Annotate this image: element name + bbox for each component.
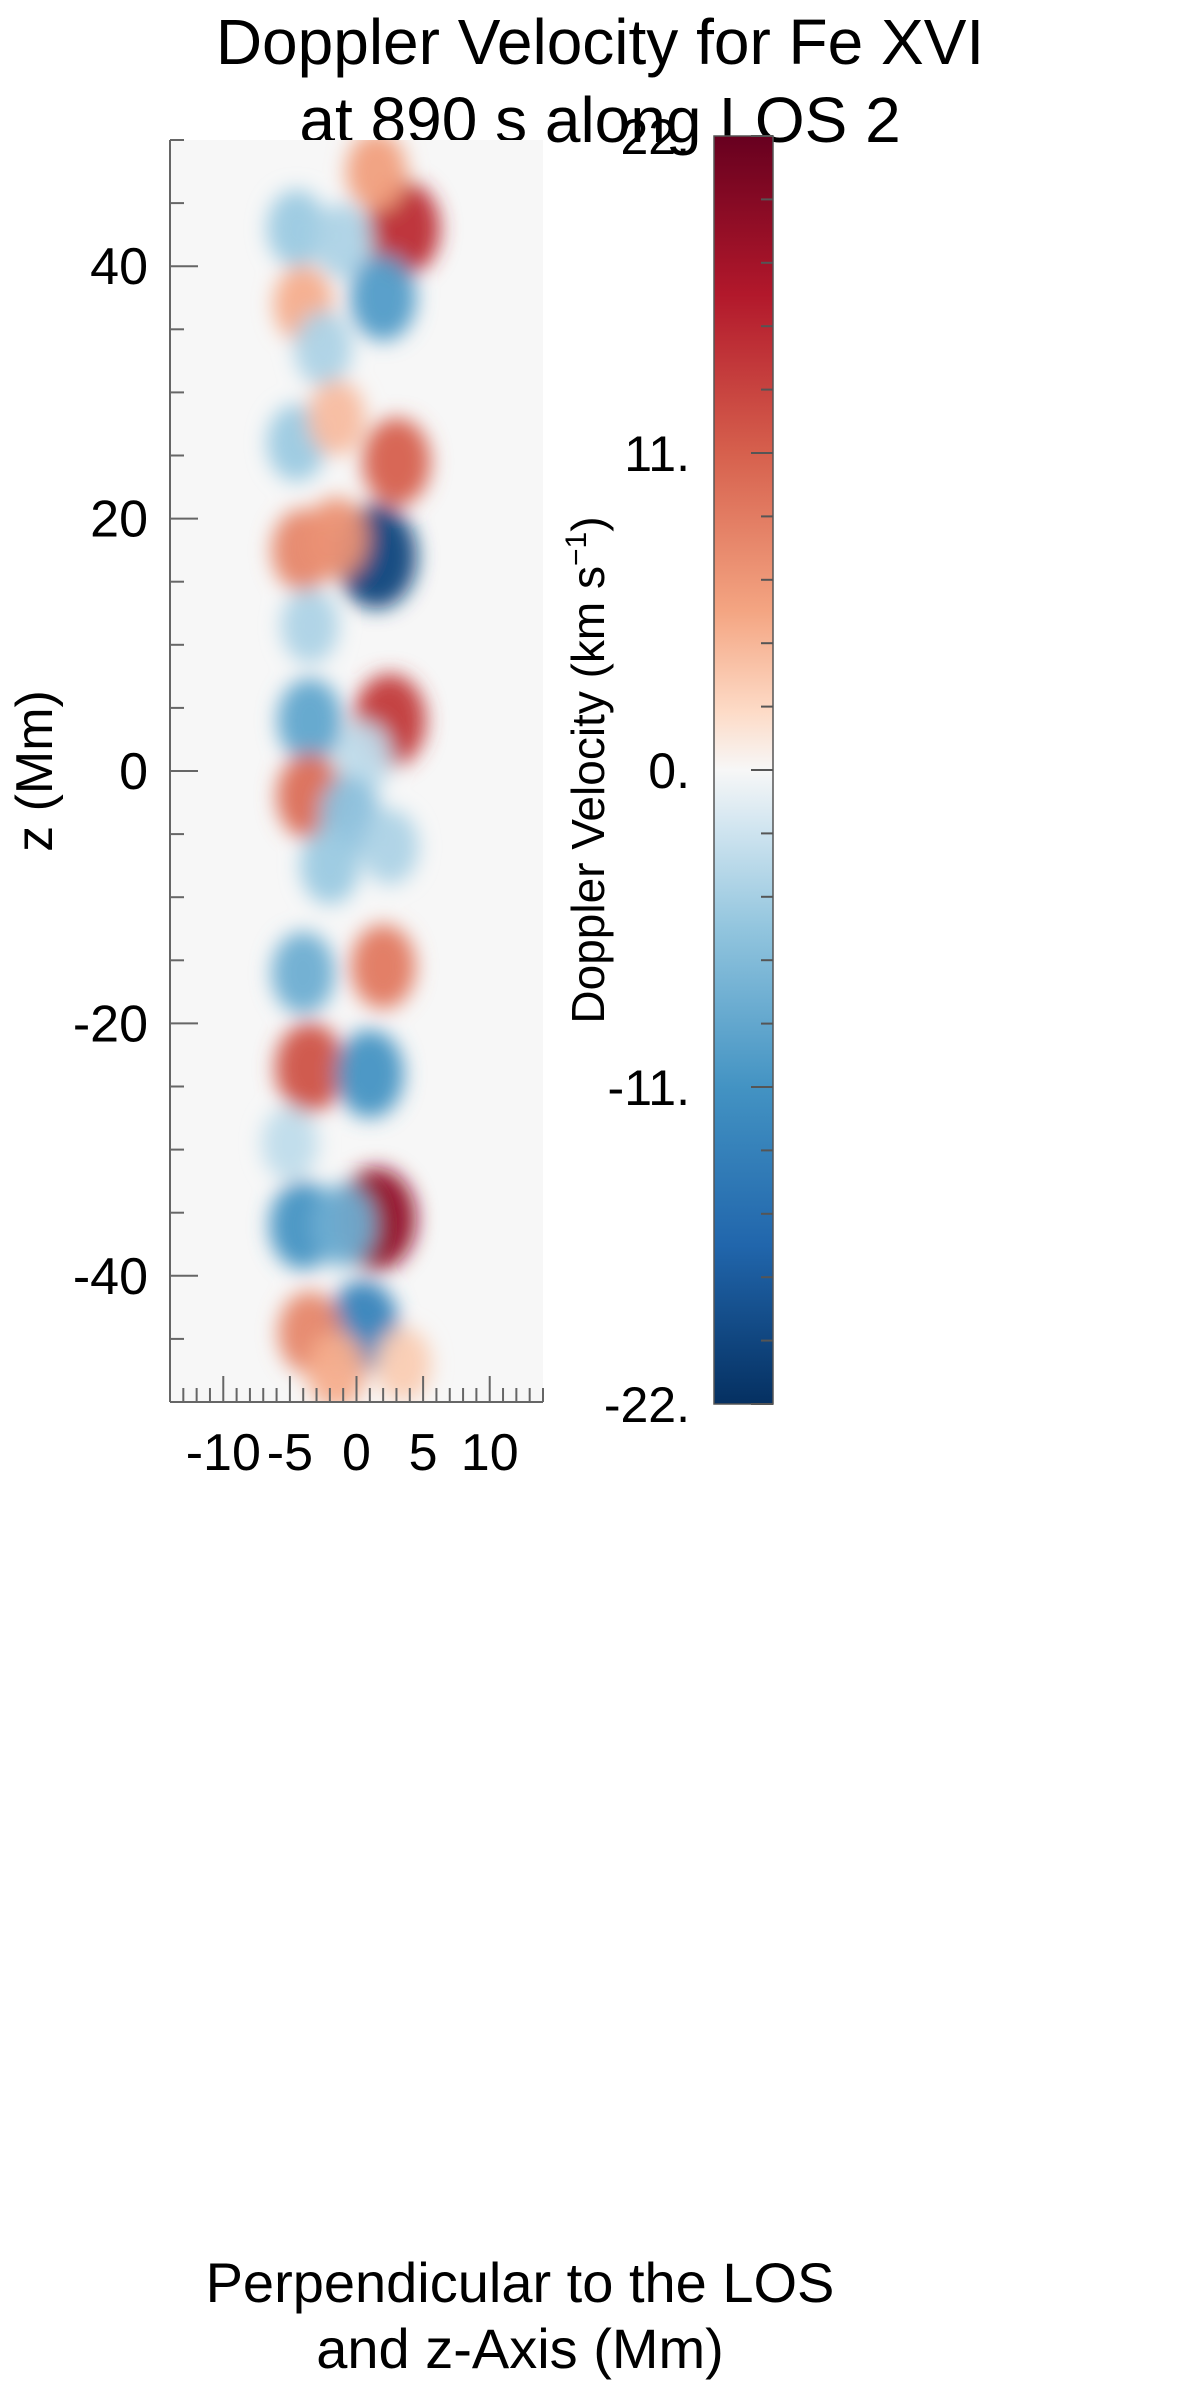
heatmap-cell-28 — [311, 1184, 375, 1267]
y-axis-label: z (Mm) — [6, 690, 64, 852]
y-tick-label: -20 — [73, 995, 148, 1053]
chart-title-line-1: Doppler Velocity for Fe XVI — [215, 6, 985, 78]
colorbar-tick-label: -22. — [604, 1377, 690, 1433]
x-tick-label: 10 — [461, 1424, 519, 1482]
x-tick-label: 5 — [409, 1424, 438, 1482]
heatmap-cell-24 — [335, 1029, 404, 1118]
y-tick-label: 20 — [90, 491, 148, 549]
heatmap-cell-2 — [266, 189, 327, 267]
heatmap-cell-25 — [261, 1106, 319, 1181]
heatmap-cell-31 — [306, 1331, 367, 1402]
heatmap-cell-19 — [360, 809, 419, 885]
heatmap-cell-9 — [307, 380, 366, 456]
heatmap-cell-23 — [275, 1022, 345, 1113]
y-tick-label: 0 — [119, 743, 148, 801]
y-tick-label: 40 — [90, 238, 148, 296]
x-axis-label-line-2: and z-Axis (Mm) — [316, 2317, 724, 2380]
colorbar-tick-label: 22. — [620, 109, 690, 165]
heatmap-cell-4 — [349, 254, 417, 341]
heatmap-cell-12 — [305, 497, 368, 578]
x-tick-label: 0 — [342, 1424, 371, 1482]
y-tick-label: -40 — [73, 1248, 148, 1306]
heatmap-cell-6 — [294, 310, 353, 386]
heatmap-cell-1 — [346, 140, 407, 211]
x-tick-label: -10 — [186, 1424, 261, 1482]
colorbar-label: Doppler Velocity (km s−1) — [560, 516, 614, 1023]
heatmap-plot-area — [170, 140, 543, 1402]
colorbar-tick-label: -11. — [608, 1060, 690, 1116]
heatmap-cell-21 — [350, 924, 416, 1009]
heatmap-cell-22 — [271, 931, 336, 1015]
colorbar-tick-label: 0. — [648, 743, 690, 799]
x-tick-label: -5 — [267, 1424, 313, 1482]
heatmap-cell-7 — [362, 417, 431, 506]
heatmap-cell-13 — [280, 588, 339, 664]
x-axis-label-line-1: Perpendicular to the LOS — [205, 2251, 835, 2314]
colorbar-tick-label: 11. — [624, 426, 690, 482]
heatmap-cell-20 — [300, 827, 360, 905]
heatmap-cell-32 — [374, 1327, 432, 1401]
heatmap-cell-15 — [277, 678, 343, 763]
heatmap-cell-3 — [314, 203, 373, 279]
